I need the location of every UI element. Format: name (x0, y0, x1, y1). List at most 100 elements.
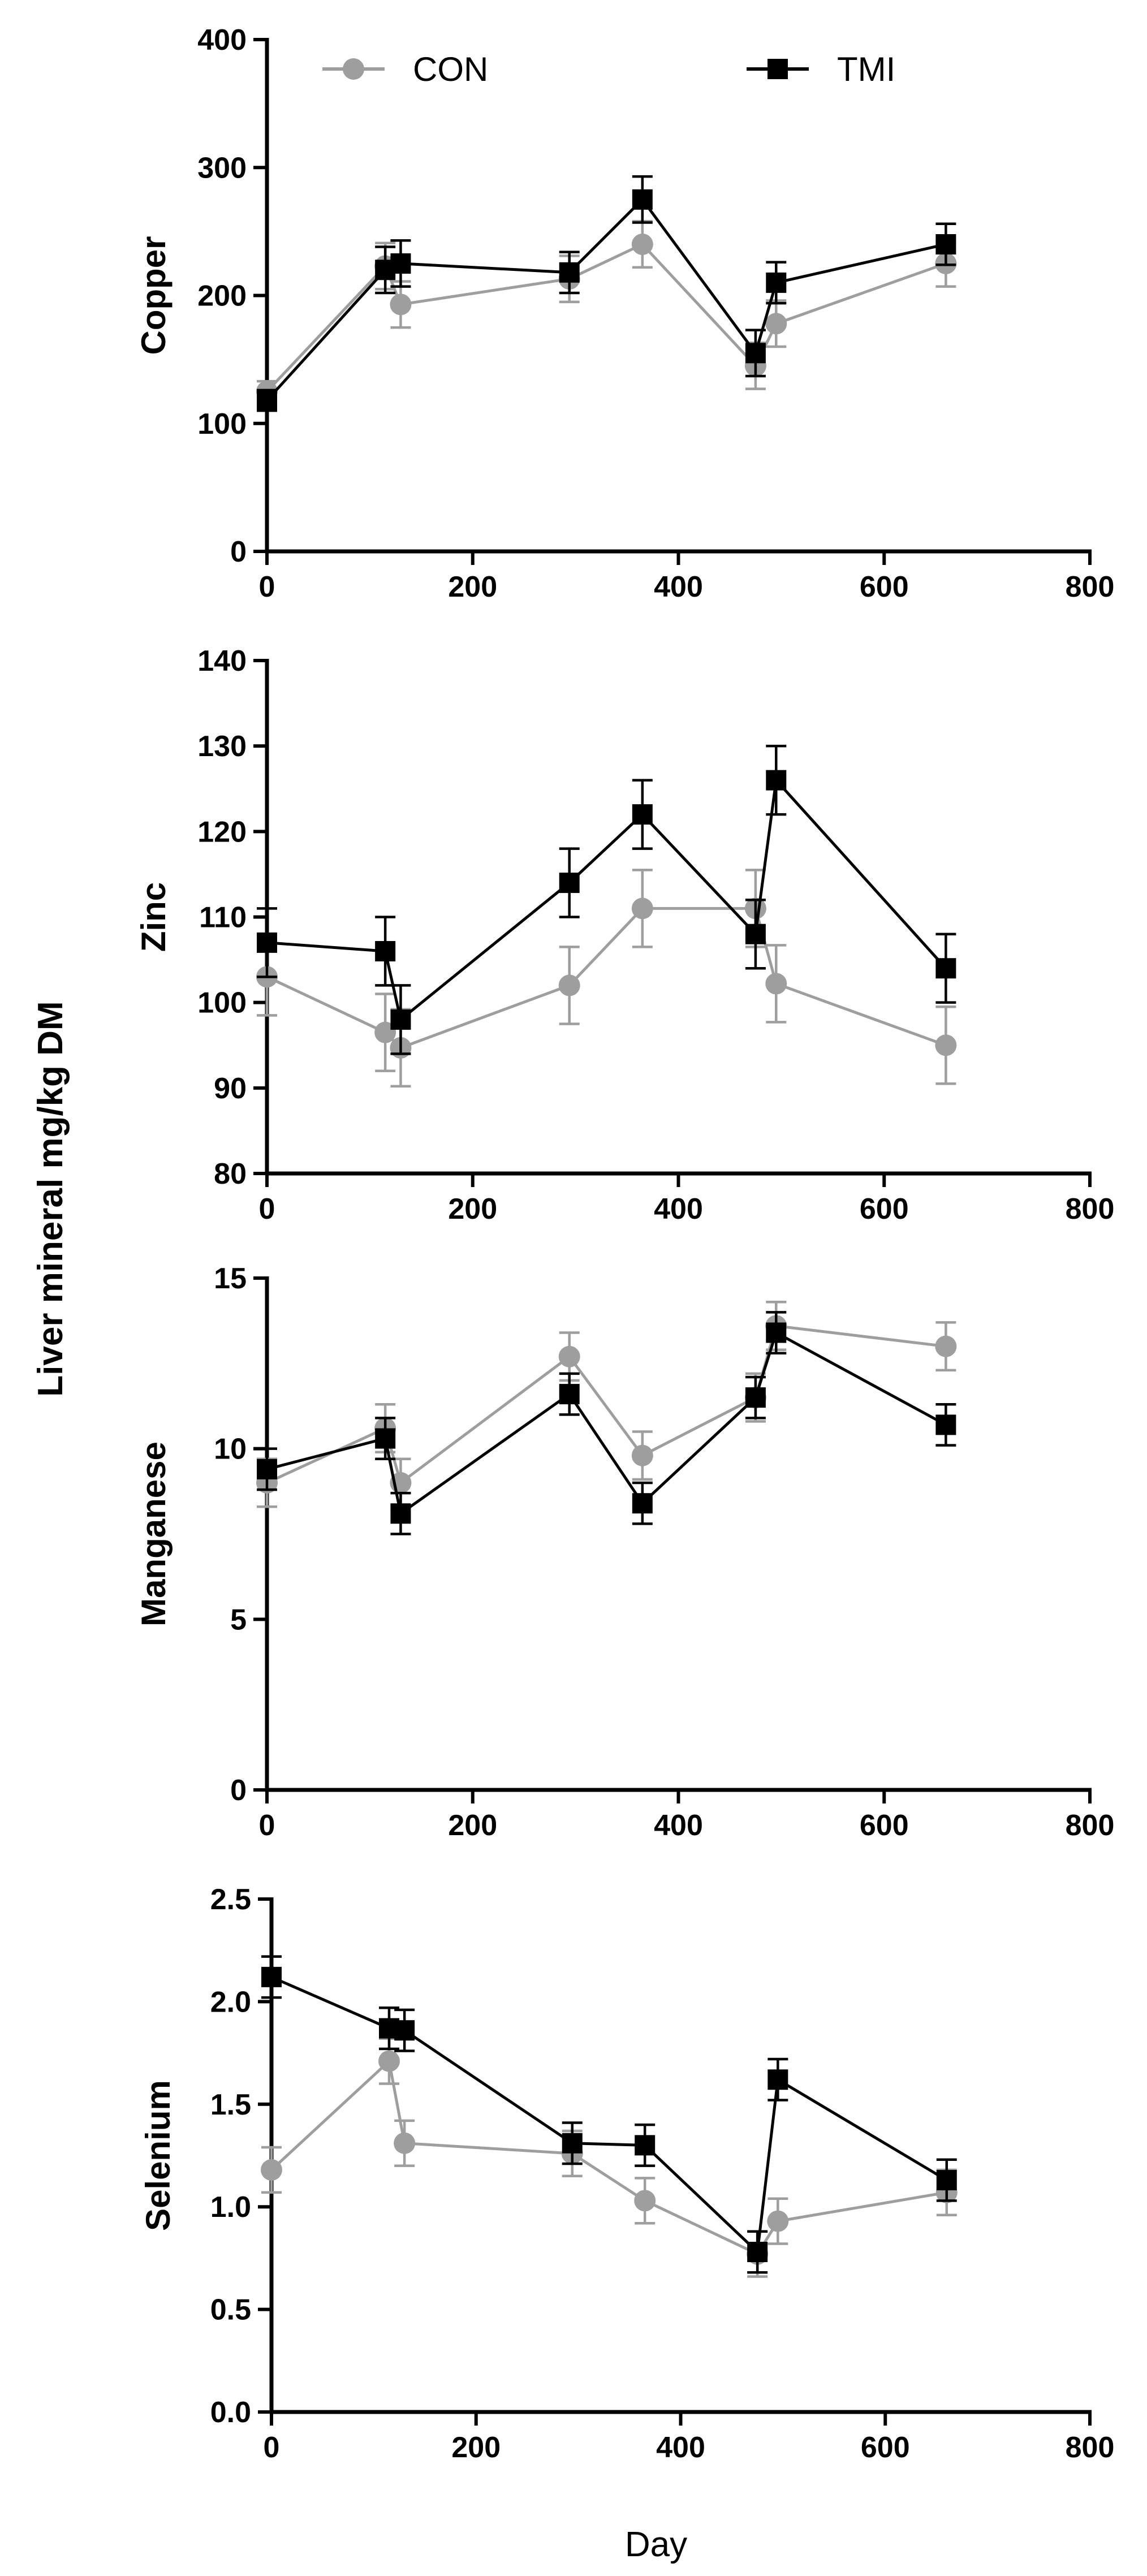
manganese-tmi-point (390, 1503, 411, 1524)
legend-tmi-label: TMI (837, 50, 895, 88)
zinc-tmi-point (632, 804, 653, 825)
shared-y-axis-label: Liver mineral mg/kg DM (31, 1001, 70, 1396)
zinc-tmi-point (390, 1009, 411, 1030)
legend: CON TMI (322, 50, 895, 88)
copper-tmi-point (390, 253, 411, 274)
manganese-series-tmi (257, 1311, 956, 1535)
zinc-x-tick-label: 200 (448, 1193, 497, 1226)
copper-tmi-point (257, 390, 277, 411)
manganese-con-line (266, 1324, 946, 1486)
selenium-y-tick-label: 2.0 (210, 1986, 251, 2018)
selenium-con-point (634, 2190, 656, 2212)
manganese-y-tick-label: 15 (214, 1262, 247, 1295)
selenium-con-point (378, 2050, 400, 2072)
manganese-x-tick-label: 200 (448, 1809, 497, 1842)
zinc-tmi-point (745, 924, 766, 944)
zinc-con-point (765, 973, 787, 995)
selenium-y-tick-label: 2.5 (210, 1883, 251, 1916)
copper-y-tick-label: 200 (197, 280, 247, 313)
copper-y-tick-label: 300 (197, 152, 247, 184)
selenium-tmi-point (936, 2170, 957, 2191)
panel-zinc: 80 90 100 110 120 130 140 0 200 400 600 800 Zinc (135, 645, 1114, 1226)
selenium-y-tick-label: 0.5 (210, 2294, 251, 2327)
copper-x-tick-label: 800 (1066, 571, 1115, 603)
selenium-x-tick-label: 200 (451, 2431, 501, 2464)
panel-manganese: 0 5 10 15 0 200 400 600 800 Manganese (135, 1262, 1114, 1842)
zinc-y-tick-label: 90 (214, 1072, 247, 1105)
zinc-x-tick-label: 800 (1066, 1193, 1115, 1226)
selenium-x-tick-label: 0 (264, 2431, 280, 2464)
zinc-x-tick-label: 0 (259, 1193, 275, 1226)
manganese-con-point (935, 1335, 957, 1357)
copper-y-tick-label: 100 (197, 408, 247, 441)
selenium-y-tick-label: 1.0 (210, 2191, 251, 2224)
selenium-x-tick-label: 800 (1066, 2431, 1115, 2464)
zinc-tmi-point (559, 873, 580, 894)
copper-tmi-point (766, 272, 787, 293)
copper-x-tick-label: 0 (259, 571, 275, 603)
copper-tmi-point (745, 343, 766, 364)
selenium-series-tmi (261, 1955, 957, 2274)
copper-y-tick-label: 400 (197, 24, 247, 57)
copper-x-tick-label: 400 (654, 571, 703, 603)
zinc-y-tick-label: 100 (197, 987, 247, 1020)
selenium-tmi-point (562, 2133, 583, 2154)
manganese-con-point (558, 1345, 580, 1367)
panel-selenium: 0.0 0.5 1.0 1.5 2.0 2.5 0 200 400 600 800 Selenium (139, 1883, 1114, 2464)
manganese-tmi-line (266, 1330, 947, 1516)
copper-con-point (631, 234, 653, 255)
copper-x-tick-label: 200 (448, 571, 497, 603)
zinc-tmi-line (266, 776, 947, 1022)
manganese-con-point (631, 1444, 653, 1466)
manganese-x-tick-label: 800 (1066, 1809, 1115, 1842)
copper-series-tmi (257, 175, 956, 412)
zinc-y-tick-label: 130 (197, 730, 247, 763)
copper-tmi-point (632, 189, 653, 210)
zinc-tmi-point (766, 770, 787, 791)
copper-con-point (390, 294, 412, 316)
selenium-con-point (261, 2159, 282, 2181)
selenium-series-con (261, 2037, 958, 2278)
zinc-y-tick-label: 140 (197, 645, 247, 678)
zinc-series-con (256, 869, 957, 1088)
manganese-tmi-point (745, 1387, 766, 1408)
zinc-con-line (266, 907, 947, 1050)
selenium-x-tick-label: 600 (861, 2431, 910, 2464)
selenium-tmi-point (635, 2135, 656, 2156)
manganese-tmi-point (257, 1459, 277, 1479)
selenium-tmi-point (747, 2242, 768, 2263)
selenium-con-point (394, 2132, 416, 2154)
copper-x-tick-label: 600 (860, 571, 909, 603)
manganese-tmi-point (559, 1384, 580, 1405)
selenium-y-tick-label: 0.0 (210, 2396, 251, 2429)
zinc-tmi-point (375, 940, 396, 961)
zinc-y-axis-label: Zinc (135, 882, 173, 952)
zinc-x-tick-label: 600 (860, 1193, 909, 1226)
zinc-con-point (935, 1034, 957, 1056)
selenium-tmi-point (394, 2020, 415, 2041)
zinc-x-tick-label: 400 (654, 1193, 703, 1226)
zinc-y-tick-label: 110 (199, 901, 247, 934)
legend-item-tmi: TMI (747, 50, 895, 88)
selenium-con-point (767, 2210, 789, 2232)
manganese-y-axis-label: Manganese (135, 1442, 173, 1626)
copper-y-tick-label: 0 (230, 536, 247, 568)
zinc-tmi-point (257, 932, 277, 953)
selenium-y-tick-label: 1.5 (210, 2089, 251, 2121)
manganese-x-tick-label: 0 (259, 1809, 275, 1842)
manganese-tmi-point (766, 1322, 787, 1343)
copper-tmi-point (559, 262, 580, 283)
legend-con-label: CON (413, 50, 488, 88)
manganese-y-tick-label: 10 (214, 1433, 247, 1466)
selenium-tmi-point (767, 2069, 788, 2090)
zinc-series-tmi (257, 744, 956, 1055)
manganese-x-tick-label: 600 (860, 1809, 909, 1842)
manganese-y-tick-label: 5 (230, 1603, 247, 1636)
selenium-x-tick-label: 400 (656, 2431, 705, 2464)
panel-copper: 0 100 200 300 400 0 200 400 600 800 Copper (135, 24, 1114, 603)
selenium-tmi-point (261, 1966, 282, 1987)
manganese-tmi-point (935, 1414, 956, 1435)
selenium-con-line (270, 2058, 947, 2256)
legend-con-marker (343, 58, 364, 80)
